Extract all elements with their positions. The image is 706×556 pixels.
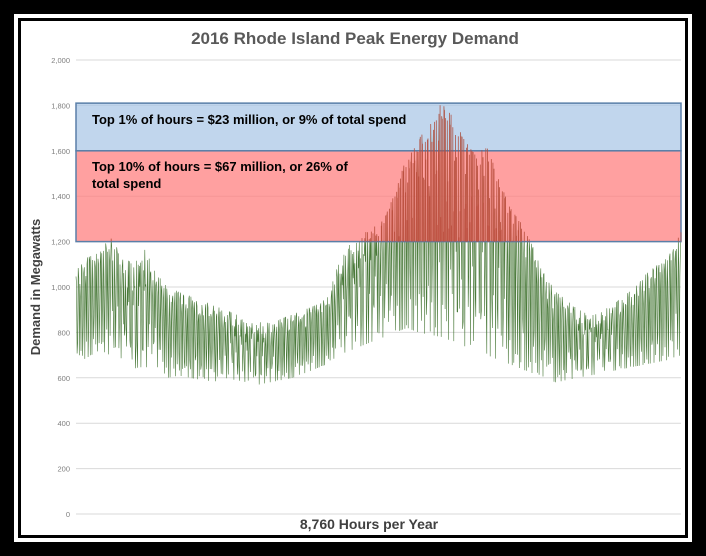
chart-title: 2016 Rhode Island Peak Energy Demand (191, 29, 519, 48)
chart-frame: 2016 Rhode Island Peak Energy Demand Dem… (14, 14, 692, 542)
y-tick-label: 1,800 (51, 101, 70, 110)
band-top10 (75, 150, 682, 243)
y-axis-label: Demand in Megawatts (28, 219, 43, 356)
chart: 2016 Rhode Island Peak Energy Demand Dem… (28, 29, 682, 532)
y-tick-label: 200 (57, 465, 70, 474)
band-top1-label: Top 1% of hours = $23 million, or 9% of … (92, 112, 406, 127)
y-tick-label: 600 (57, 374, 70, 383)
y-tick-label: 800 (57, 328, 70, 337)
y-tick-label: 1,000 (51, 283, 70, 292)
band-labels: Top 1% of hours = $23 million, or 9% of … (92, 112, 406, 191)
y-tick-label: 0 (66, 510, 70, 519)
demand-line-peak (110, 105, 682, 242)
cost-bands (75, 102, 682, 243)
y-tick-label: 1,200 (51, 238, 70, 247)
band-top1 (75, 102, 682, 152)
y-tick-labels: 0 200 400 600 800 1,000 1,200 1,400 1,600 1,800 2,… (51, 56, 70, 519)
y-tick-label: 1,400 (51, 192, 70, 201)
y-tick-label: 1,600 (51, 147, 70, 156)
x-axis-label: 8,760 Hours per Year (300, 516, 439, 532)
band-top10-label: Top 10% of hours = $67 million, or 26% o… (92, 159, 349, 174)
y-tick-label: 2,000 (51, 56, 70, 65)
y-tick-label: 400 (57, 419, 70, 428)
band-top10-label: total spend (92, 176, 161, 191)
